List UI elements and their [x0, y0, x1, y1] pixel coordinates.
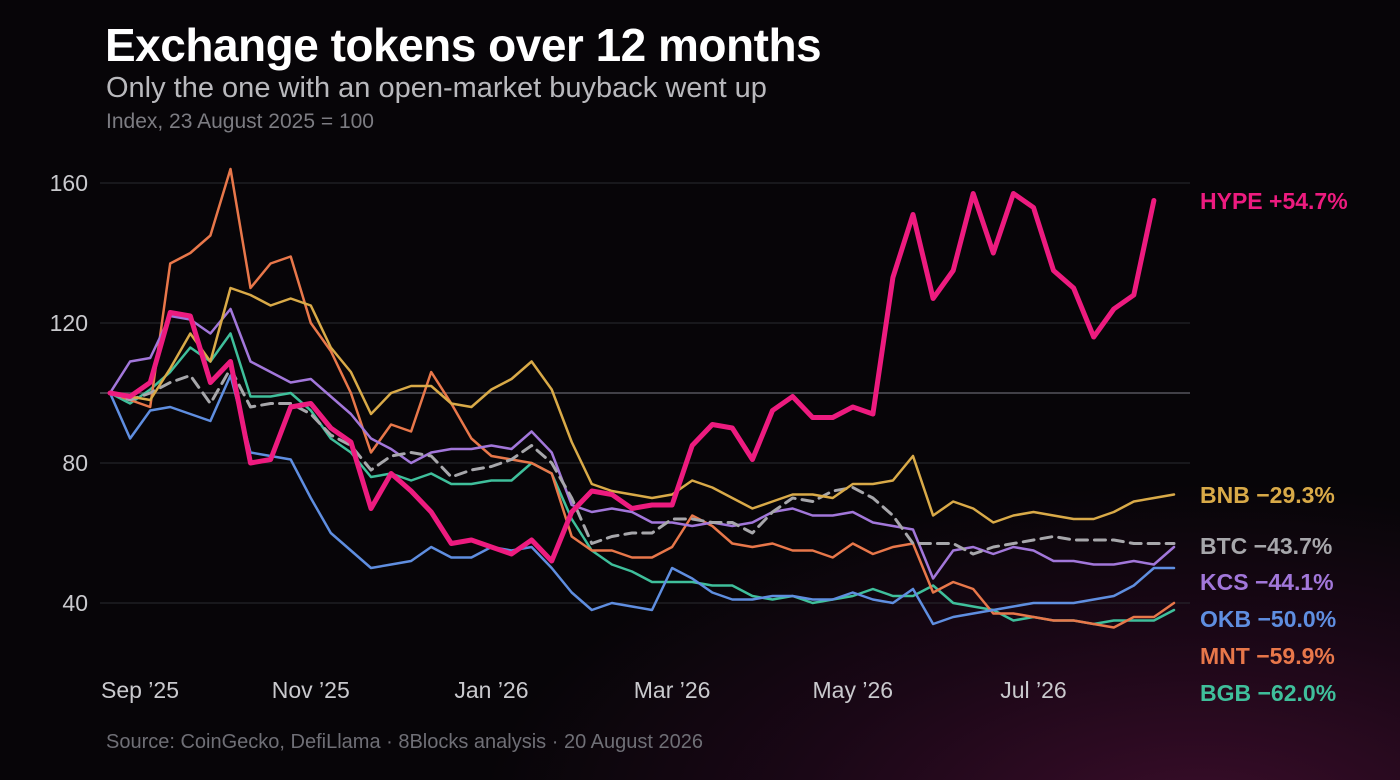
y-axis: 40 80 120 160 — [50, 170, 88, 616]
end-label-bnb: BNB −29.3% — [1200, 482, 1335, 508]
series-line-kcs — [108, 307, 1176, 580]
y-tick-label: 80 — [62, 450, 88, 476]
end-label-bgb: BGB −62.0% — [1200, 680, 1336, 706]
end-label-mnt: MNT −59.9% — [1200, 643, 1335, 669]
x-tick-label: Jul ’26 — [1000, 677, 1066, 703]
x-tick-label: Sep ’25 — [101, 677, 179, 703]
x-tick-label: Jan ’26 — [454, 677, 528, 703]
chart-title: Exchange tokens over 12 months — [105, 19, 822, 71]
source-note: Source: CoinGecko, DefiLlama · 8Blocks a… — [106, 731, 703, 753]
index-note: Index, 23 August 2025 = 100 — [106, 110, 374, 133]
series-lines — [107, 167, 1176, 629]
end-labels: BGB −62.0% MNT −59.9% OKB −50.0% KCS −44.1%… — [1200, 188, 1348, 706]
y-tick-label: 40 — [62, 590, 88, 616]
end-label-hype: HYPE +54.7% — [1200, 188, 1348, 214]
y-tick-label: 120 — [50, 310, 88, 336]
series-line-bgb — [108, 332, 1176, 626]
series-line-hype — [107, 191, 1157, 564]
series-line-bnb — [108, 286, 1176, 524]
x-tick-label: Mar ’26 — [634, 677, 711, 703]
end-label-kcs: KCS −44.1% — [1200, 569, 1334, 595]
series-line-btc — [108, 367, 1176, 556]
chart-subtitle: Only the one with an open-market buyback… — [106, 72, 767, 104]
series-line-mnt — [108, 167, 1176, 629]
x-tick-label: May ’26 — [813, 677, 894, 703]
y-tick-label: 160 — [50, 170, 88, 196]
x-axis: Sep ’25 Nov ’25 Jan ’26 Mar ’26 May ’26 Jul ’… — [101, 677, 1067, 703]
end-label-okb: OKB −50.0% — [1200, 606, 1336, 632]
gridlines — [100, 182, 1190, 604]
x-tick-label: Nov ’25 — [272, 677, 350, 703]
series-line-okb — [108, 374, 1176, 626]
end-label-btc: BTC −43.7% — [1200, 533, 1332, 559]
